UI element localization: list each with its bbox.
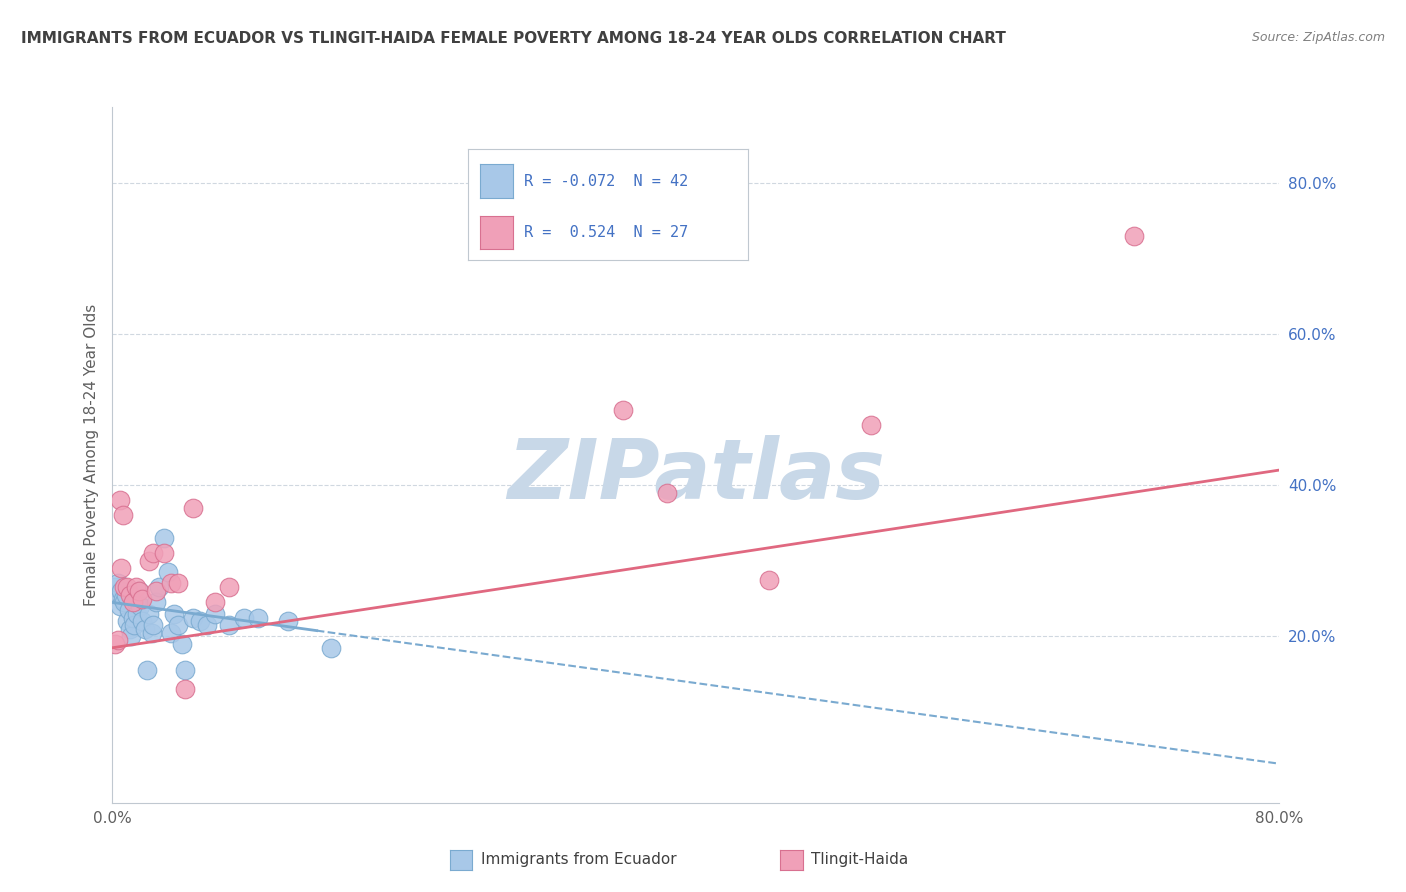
Point [758, 573, 780, 587]
Point [204, 595, 226, 609]
Point [167, 576, 190, 591]
Point [172, 637, 194, 651]
Point [145, 584, 167, 599]
Point [142, 546, 165, 560]
Point [104, 580, 127, 594]
Point [152, 546, 174, 560]
Point [112, 595, 135, 609]
Point [138, 554, 160, 568]
Point [181, 500, 204, 515]
Point [134, 622, 156, 636]
Point [111, 508, 134, 523]
Point [107, 576, 129, 591]
Point [163, 607, 186, 621]
Point [138, 607, 160, 621]
Point [195, 618, 218, 632]
Point [127, 607, 149, 621]
Point [115, 580, 138, 594]
Point [167, 618, 190, 632]
Point [131, 591, 153, 606]
Point [160, 625, 183, 640]
Point [108, 599, 131, 614]
Point [276, 615, 298, 629]
Point [655, 485, 678, 500]
Point [145, 595, 167, 609]
Point [612, 402, 634, 417]
Point [129, 599, 152, 614]
Point [114, 588, 136, 602]
Point [152, 531, 174, 545]
Point [125, 580, 148, 594]
Y-axis label: Female Poverty Among 18-24 Year Olds: Female Poverty Among 18-24 Year Olds [83, 304, 98, 606]
Point [181, 610, 204, 624]
Point [118, 588, 141, 602]
Point [104, 637, 127, 651]
Text: Immigrants from Ecuador: Immigrants from Ecuador [481, 853, 676, 867]
Point [148, 580, 170, 594]
Point [122, 595, 145, 609]
Point [860, 417, 883, 432]
Point [131, 615, 153, 629]
Point [160, 576, 183, 591]
Point [111, 591, 134, 606]
Point [141, 625, 163, 640]
Point [1122, 228, 1144, 243]
Point [204, 607, 226, 621]
Point [122, 610, 145, 624]
Point [218, 618, 240, 632]
Point [174, 682, 197, 697]
Point [128, 584, 150, 599]
Point [247, 610, 270, 624]
Text: IMMIGRANTS FROM ECUADOR VS TLINGIT-HAIDA FEMALE POVERTY AMONG 18-24 YEAR OLDS CO: IMMIGRANTS FROM ECUADOR VS TLINGIT-HAIDA… [21, 31, 1005, 46]
Text: Tlingit-Haida: Tlingit-Haida [811, 853, 908, 867]
Point [174, 664, 197, 678]
Point [128, 584, 150, 599]
Point [105, 588, 128, 602]
Point [136, 664, 159, 678]
Point [120, 629, 142, 643]
Point [115, 615, 138, 629]
Point [110, 584, 132, 599]
Point [117, 603, 139, 617]
Point [156, 565, 179, 579]
Point [110, 561, 132, 575]
Point [125, 595, 148, 609]
Text: ZIPatlas: ZIPatlas [508, 435, 884, 516]
Point [118, 622, 141, 636]
Point [232, 610, 254, 624]
Point [321, 640, 343, 655]
Point [107, 633, 129, 648]
Point [124, 618, 146, 632]
Point [188, 615, 211, 629]
Text: Source: ZipAtlas.com: Source: ZipAtlas.com [1251, 31, 1385, 45]
Point [108, 493, 131, 508]
Point [112, 580, 135, 594]
Point [218, 580, 240, 594]
Point [142, 618, 165, 632]
